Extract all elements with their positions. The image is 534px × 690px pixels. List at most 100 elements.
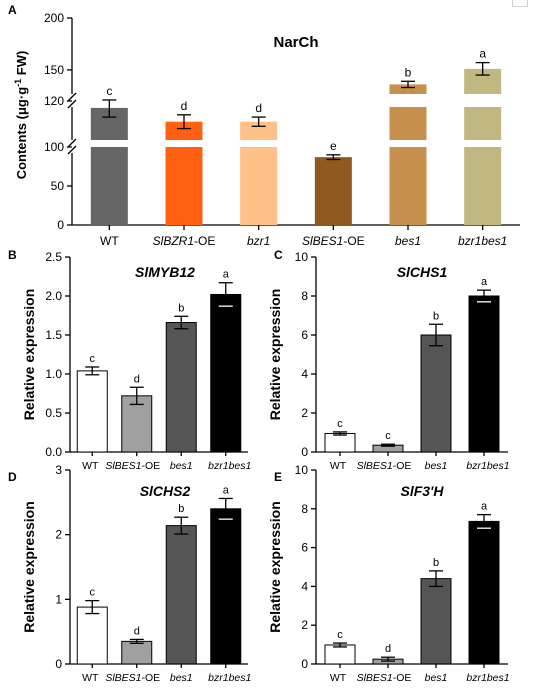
panel-a-axis-break-mark xyxy=(67,92,77,102)
window-corner-mark xyxy=(512,0,528,7)
panel-c-significance-letter: c xyxy=(385,430,391,442)
panel-a-bar xyxy=(464,147,502,225)
panel-b-y-tick-label: 2.0 xyxy=(45,289,62,303)
panel-c-bar xyxy=(420,334,452,453)
panel-a-y-axis-label: Contents (μg·g-1 FW) xyxy=(13,51,29,180)
panel-c-y-tick-label: 4 xyxy=(301,367,308,381)
panel-e-y-tick-label: 10 xyxy=(295,463,309,477)
panel-c-letter: C xyxy=(274,248,283,262)
panel-c-y-tick-label: 2 xyxy=(301,406,308,420)
panel-b-y-tick-label: 0.5 xyxy=(45,406,62,420)
panel-b-significance-letter: b xyxy=(178,302,184,314)
panel-e-bar xyxy=(420,578,452,665)
panel-e-x-tick-label: WT xyxy=(330,672,347,684)
panel-b-significance-letter: c xyxy=(90,353,96,365)
panel-c-y-tick-label: 6 xyxy=(301,328,308,342)
panel-e-significance-letter: c xyxy=(337,629,343,641)
panel-a-x-tick-label: bzr1bes1 xyxy=(458,234,507,248)
panel-a-axis-break-mark xyxy=(67,99,77,109)
panel-a-x-tick-label: bes1 xyxy=(395,234,421,248)
panel-d-significance-letter: d xyxy=(134,625,140,637)
panel-c-significance-letter: c xyxy=(337,418,343,430)
panel-c-bar xyxy=(468,295,500,453)
panel-a-bar xyxy=(389,147,427,225)
panel-b-x-tick-label: SlBES1-OE xyxy=(105,460,160,472)
panel-d-title: SlCHS2 xyxy=(140,483,191,499)
panel-e-significance-letter: a xyxy=(481,501,488,513)
panel-c-bar xyxy=(324,432,356,453)
panel-a-letter: A xyxy=(8,3,17,17)
panel-b-y-tick-label: 1.0 xyxy=(45,367,62,381)
panel-d-significance-letter: a xyxy=(223,484,230,496)
panel-d-y-tick-label: 2 xyxy=(55,528,62,542)
panel-a-axis-break-mark xyxy=(67,138,77,148)
panel-a-significance-letter: d xyxy=(181,99,188,113)
panel-d-y-axis-label: Relative expression xyxy=(21,501,37,633)
panel-d-x-tick-label: bzr1bes1 xyxy=(208,672,251,684)
panel-b-y-tick-label: 2.5 xyxy=(45,250,62,264)
panel-a-significance-letter: b xyxy=(405,65,412,79)
panel-e-y-axis-label: Relative expression xyxy=(267,501,283,633)
panel-b-bar xyxy=(121,395,153,453)
panel-b-bar xyxy=(165,322,197,453)
panel-d-chart: D SlCHS2 0 1 2 3 Relative expression c WT d SlBES1… xyxy=(8,463,251,684)
panel-a-bar xyxy=(389,84,427,94)
panel-d-bar xyxy=(121,640,153,665)
panel-a-y-tick-label: 200 xyxy=(44,11,64,25)
panel-e-x-tick-label: bes1 xyxy=(425,672,448,684)
panel-a-x-tick-label: SlBZR1-OE xyxy=(153,234,216,248)
panel-e-bar xyxy=(468,520,500,665)
panel-b-y-axis-label: Relative expression xyxy=(21,289,37,421)
panel-b-letter: B xyxy=(8,248,17,262)
panel-a-y-tick-label: 0 xyxy=(57,218,64,232)
panel-a-significance-letter: c xyxy=(106,84,112,98)
panel-d-x-tick-label: WT xyxy=(82,672,99,684)
panel-b-x-tick-label: bzr1bes1 xyxy=(208,460,251,472)
panel-a-axis-break-mark xyxy=(67,145,77,155)
panel-d-y-tick-label: 0 xyxy=(55,657,62,671)
panel-d-bar xyxy=(165,525,197,665)
panel-e-letter: E xyxy=(274,470,282,484)
panel-a-x-tick-label: WT xyxy=(100,234,119,248)
panel-a-y-tick-label: 150 xyxy=(44,63,64,77)
panel-e-significance-letter: d xyxy=(385,643,391,655)
panel-c-x-tick-label: bes1 xyxy=(425,460,448,472)
panel-d-significance-letter: b xyxy=(178,503,184,515)
panel-e-significance-letter: b xyxy=(433,557,439,569)
panel-e-y-tick-label: 6 xyxy=(301,541,308,555)
panel-e-x-tick-label: bzr1bes1 xyxy=(466,672,509,684)
panel-c-y-tick-label: 8 xyxy=(301,289,308,303)
panel-a-bar xyxy=(389,107,427,140)
panel-b-x-tick-label: bes1 xyxy=(170,460,193,472)
panel-d-bar xyxy=(76,606,108,665)
panel-c-significance-letter: b xyxy=(433,310,439,322)
panel-b-y-tick-label: 1.5 xyxy=(45,328,62,342)
panel-e-bar xyxy=(324,644,356,665)
panel-b-significance-letter: a xyxy=(223,269,230,281)
panel-c-title: SlCHS1 xyxy=(397,264,448,280)
panel-e-chart: E SlF3'H 0 2 4 6 8 10 Relative expression c WT d SlB… xyxy=(267,463,510,684)
panel-c-x-tick-label: SlBES1-OE xyxy=(357,460,412,472)
panel-a-bar xyxy=(240,121,278,140)
panel-b-chart: B SlMYB12 0.0 0.5 1.0 1.5 2.0 2.5 Relative expre… xyxy=(8,248,251,472)
panel-e-y-tick-label: 8 xyxy=(301,502,308,516)
panel-b-significance-letter: d xyxy=(134,373,140,385)
panel-a-bar xyxy=(165,121,203,140)
panel-c-y-tick-label: 10 xyxy=(295,250,309,264)
panel-a-bar xyxy=(464,107,502,140)
panel-c-y-axis-label: Relative expression xyxy=(267,289,283,421)
panel-d-x-tick-label: bes1 xyxy=(170,672,193,684)
panel-d-bar xyxy=(210,508,242,665)
panel-e-y-tick-label: 0 xyxy=(301,657,308,671)
panel-a-significance-letter: e xyxy=(330,139,337,153)
panel-d-y-tick-label: 3 xyxy=(55,463,62,477)
panel-a-significance-letter: a xyxy=(479,47,486,61)
panel-a-y-tick-label: 120 xyxy=(44,94,64,108)
panel-c-x-tick-label: WT xyxy=(330,460,347,472)
panel-d-letter: D xyxy=(8,470,17,484)
panel-a-significance-letter: d xyxy=(255,101,262,115)
panel-c-significance-letter: a xyxy=(481,276,488,288)
panel-a-x-tick-label: bzr1 xyxy=(247,234,270,248)
panel-c-chart: C SlCHS1 0 2 4 6 8 10 Relative expression c WT c SlB… xyxy=(267,248,510,472)
panel-a-bar xyxy=(314,157,352,225)
